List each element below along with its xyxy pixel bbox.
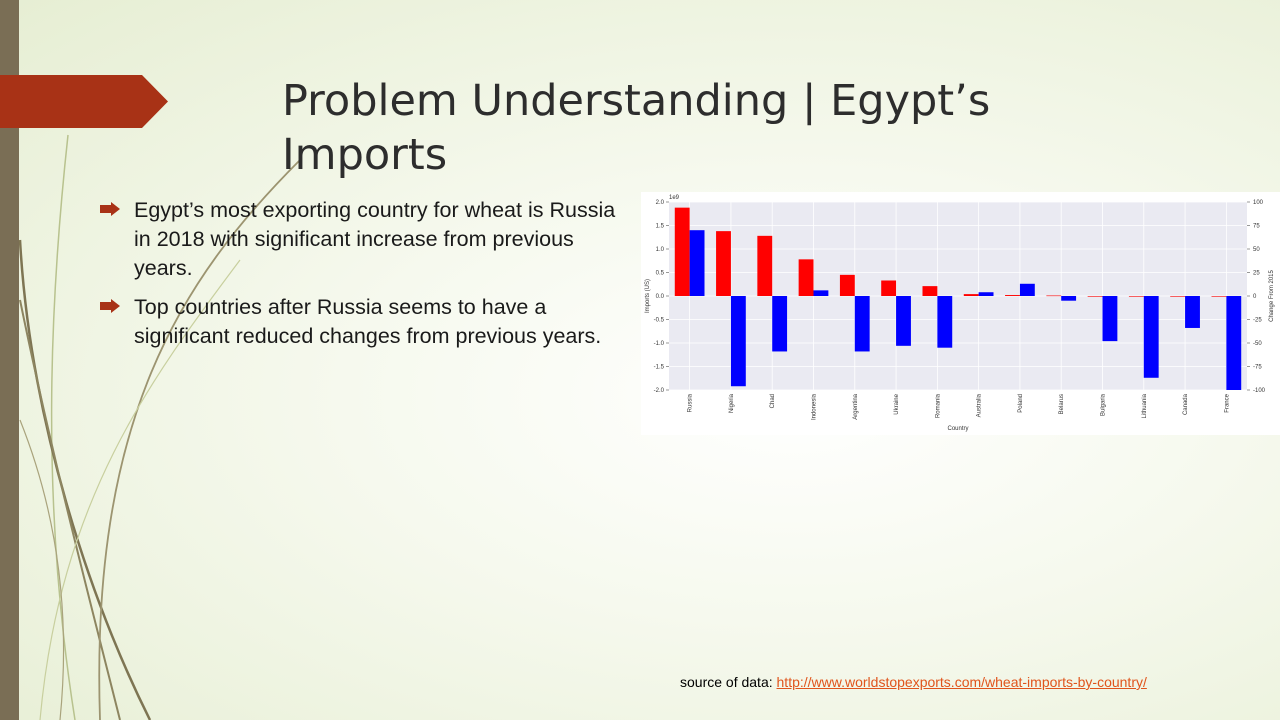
- left-tick-label: -2.0: [654, 388, 665, 394]
- bullet-item: Top countries after Russia seems to have…: [100, 293, 620, 351]
- slide-title: Problem Understanding | Egypt’s Imports: [282, 74, 1182, 182]
- source-note: source of data: http://www.worldstopexpo…: [680, 674, 1147, 690]
- category-tick-label: Argentina: [853, 393, 859, 419]
- change-bar: [1143, 296, 1159, 378]
- source-link[interactable]: http://www.worldstopexports.com/wheat-im…: [776, 674, 1147, 690]
- category-tick-label: Indonesia: [812, 393, 818, 420]
- bullet-text: Top countries after Russia seems to have…: [134, 295, 602, 348]
- category-tick-label: Canada: [1183, 393, 1189, 415]
- axes: 2.0 1.5 1.0 0.5 0.0 -0.5 -1.0 -1.5 -2.0 100 75 50 25…: [645, 195, 1275, 432]
- left-tick-label: 0.5: [656, 271, 665, 277]
- category-tick-label: France: [1224, 393, 1230, 412]
- left-tick-label: 1.0: [656, 247, 665, 253]
- left-tick-label: -0.5: [654, 318, 665, 324]
- category-tick-label: Bulgaria: [1101, 393, 1107, 416]
- grass-decoration: [18, 134, 301, 720]
- category-tick-label: Belarus: [1059, 394, 1065, 414]
- change-bar: [772, 296, 788, 352]
- left-accent-bar: [0, 0, 19, 720]
- y-axis-right-label: Change From 2015: [1269, 269, 1275, 321]
- category-tick-label: Poland: [1018, 394, 1024, 413]
- imports-bar: [716, 231, 731, 296]
- y-exponent-label: 1e9: [669, 195, 680, 201]
- right-tick-label: -100: [1253, 388, 1266, 394]
- imports-bar: [1170, 296, 1186, 297]
- right-tick-label: 75: [1253, 224, 1260, 230]
- arrow-bullet-icon: [100, 202, 120, 216]
- left-tick-label: -1.5: [654, 365, 665, 371]
- change-bar: [1185, 296, 1200, 328]
- right-tick-label: 0: [1253, 294, 1257, 300]
- bullet-list: Egypt’s most exporting country for wheat…: [100, 196, 620, 361]
- imports-bar: [1211, 296, 1227, 297]
- right-tick-label: 50: [1253, 247, 1260, 253]
- arrow-bullet-icon: [100, 299, 120, 313]
- change-bar: [1061, 296, 1077, 301]
- change-bar: [896, 296, 911, 346]
- title-line-2: Imports: [282, 130, 448, 180]
- imports-bar: [1005, 295, 1020, 296]
- imports-chart-svg: 2.0 1.5 1.0 0.5 0.0 -0.5 -1.0 -1.5 -2.0 100 75 50 25…: [645, 195, 1275, 432]
- left-tick-label: 0.0: [656, 294, 665, 300]
- change-bar: [730, 296, 746, 387]
- left-tick-label: 2.0: [656, 200, 665, 206]
- right-tick-label: -75: [1253, 365, 1262, 371]
- x-axis-label: Country: [947, 426, 968, 432]
- imports-bar: [881, 280, 897, 296]
- change-bar: [1102, 296, 1118, 342]
- change-bar: [689, 230, 705, 296]
- category-tick-label: Nigeria: [729, 393, 735, 413]
- bullet-item: Egypt’s most exporting country for wheat…: [100, 196, 620, 283]
- category-tick-label: Ukraine: [894, 393, 900, 414]
- left-tick-label: 1.5: [656, 224, 665, 230]
- imports-bar: [798, 259, 814, 296]
- y-axis-label: Imports (US): [645, 279, 651, 313]
- title-arrow-banner: [0, 75, 168, 128]
- category-tick-label: Chad: [770, 394, 776, 408]
- change-bar: [978, 292, 994, 296]
- category-tick-label: Lithuania: [1142, 393, 1148, 418]
- category-tick-label: Romania: [935, 393, 941, 418]
- right-tick-label: 100: [1253, 200, 1264, 206]
- imports-bar: [757, 235, 773, 296]
- imports-bar: [963, 294, 979, 296]
- right-tick-label: 25: [1253, 271, 1260, 277]
- change-bar: [937, 296, 953, 348]
- right-tick-label: -50: [1253, 341, 1262, 347]
- bullet-text: Egypt’s most exporting country for wheat…: [134, 198, 616, 280]
- imports-bar: [1087, 296, 1103, 297]
- imports-bar: [1046, 295, 1062, 297]
- imports-bar: [922, 286, 938, 296]
- left-tick-label: -1.0: [654, 341, 665, 347]
- imports-bar: [839, 274, 855, 296]
- imports-chart: 2.0 1.5 1.0 0.5 0.0 -0.5 -1.0 -1.5 -2.0 100 75 50 25…: [641, 192, 1280, 435]
- title-line-1: Problem Understanding | Egypt’s: [282, 76, 991, 126]
- right-tick-label: -25: [1253, 318, 1262, 324]
- bars: [674, 207, 1242, 390]
- change-bar: [854, 296, 870, 352]
- change-bar: [1019, 283, 1035, 296]
- source-label: source of data:: [680, 674, 777, 690]
- category-tick-label: Russia: [688, 393, 694, 412]
- change-bar: [1226, 296, 1242, 390]
- imports-bar: [674, 207, 690, 296]
- category-tick-label: Australia: [977, 393, 983, 417]
- imports-bar: [1128, 296, 1144, 297]
- change-bar: [813, 290, 829, 296]
